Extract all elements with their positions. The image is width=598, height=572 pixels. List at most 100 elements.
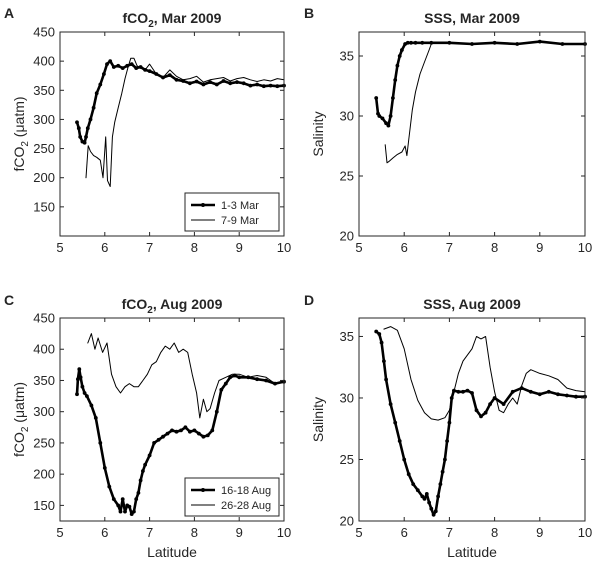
y-tick-label: 250 (33, 435, 55, 450)
series-point (80, 384, 85, 389)
axes-box (358, 31, 586, 237)
series-point (188, 429, 192, 434)
y-tick-label: 250 (33, 141, 55, 156)
series-point (409, 40, 413, 45)
series-point (85, 126, 90, 131)
x-tick-label: 7 (446, 240, 453, 255)
series-point (377, 332, 382, 336)
series-point (235, 80, 239, 84)
series-point (88, 117, 93, 122)
x-tick-label: 5 (56, 240, 63, 255)
series-point (501, 402, 506, 406)
x-tick-label: 8 (191, 525, 198, 540)
y-tick-label: 200 (33, 467, 55, 482)
panel-b: B SSS, Mar 2009 5 6 7 8 9 10 20 25 30 35 Salinity (304, 5, 592, 255)
panel-title: SSS, Aug 2009 (423, 296, 521, 312)
x-tick-label: 5 (355, 240, 362, 255)
y-tick-label: 150 (33, 199, 55, 214)
x-tick-label: 6 (401, 525, 408, 540)
series-point (422, 497, 427, 501)
series-point (77, 367, 82, 372)
series-point (116, 503, 121, 508)
series-point (427, 500, 431, 505)
series-point (132, 509, 136, 514)
series-point (465, 388, 470, 393)
series-point (120, 497, 125, 501)
series-point (228, 81, 233, 86)
series-point (107, 484, 112, 489)
series-point (393, 78, 398, 82)
series-point (76, 126, 81, 131)
series-point (228, 375, 233, 380)
series-line-2 (87, 333, 284, 419)
series-line-2 (384, 41, 585, 164)
legend-box (184, 477, 280, 517)
series-point (192, 428, 197, 433)
series-point (167, 73, 172, 77)
series-point (411, 482, 416, 486)
series-point (210, 428, 215, 433)
series-point (91, 105, 96, 110)
series-point (397, 54, 402, 58)
panel-title: fCO2, Mar 2009 (123, 10, 222, 30)
series-point (406, 472, 411, 477)
x-tick-label: 6 (101, 525, 108, 540)
panel-letter: C (4, 292, 14, 308)
series-point (208, 80, 213, 84)
series-point (537, 392, 542, 397)
axes-box (59, 317, 285, 522)
series-point (89, 403, 94, 408)
series-point (440, 469, 445, 474)
series-point (384, 377, 388, 382)
x-tick-label: 7 (146, 240, 153, 255)
series-point (147, 69, 152, 73)
y-axis-label: fCO2 (μatm) (11, 382, 31, 457)
series-point (143, 462, 148, 467)
series-point (382, 359, 386, 363)
series-line-1 (75, 59, 284, 144)
y-tick-label: 25 (340, 169, 354, 184)
series-point (374, 329, 379, 334)
x-tick-label: 6 (101, 240, 108, 255)
series-point (488, 402, 492, 406)
series-point (174, 77, 179, 82)
x-tick-label: 5 (355, 525, 362, 540)
series-point (474, 408, 479, 413)
series-point (94, 91, 99, 96)
x-axis-label: Latitude (147, 544, 197, 560)
y-tick-label: 200 (33, 170, 55, 185)
series-point (102, 72, 106, 76)
y-tick-label: 150 (33, 498, 55, 513)
panel-title: SSS, Mar 2009 (424, 10, 520, 26)
series-point (456, 389, 461, 394)
x-tick-label: 9 (236, 525, 243, 540)
series-point (470, 391, 474, 395)
series-point (221, 79, 226, 83)
legend-label: 16-18 Aug (221, 485, 271, 497)
y-axis-label: Salinity (310, 111, 326, 156)
series-line-1 (75, 367, 284, 516)
x-tick-label: 7 (146, 525, 153, 540)
series-point (388, 114, 393, 118)
series-point (264, 378, 268, 383)
panel-d: D SSS, Aug 2009 5 6 7 8 9 10 20 25 30 35 Salinity Lat… (304, 292, 592, 560)
panel-letter: A (4, 5, 14, 21)
series-point (384, 121, 388, 126)
series-point (82, 140, 87, 145)
series-point (556, 392, 560, 397)
series-point (377, 114, 382, 118)
series-point (129, 512, 134, 516)
series-point (75, 120, 79, 125)
series-point (219, 387, 224, 392)
series-point (223, 381, 228, 386)
x-axis-label: Latitude (447, 544, 497, 560)
series-point (93, 416, 98, 420)
series-point (188, 81, 192, 86)
y-tick-label: 300 (33, 404, 55, 419)
series-point (214, 409, 219, 414)
legend-label: 7-9 Mar (221, 215, 259, 227)
y-tick-label: 35 (340, 49, 354, 64)
legend: 1-3 Mar 7-9 Mar (184, 192, 280, 232)
series-point (443, 457, 447, 462)
series-point (433, 509, 438, 514)
